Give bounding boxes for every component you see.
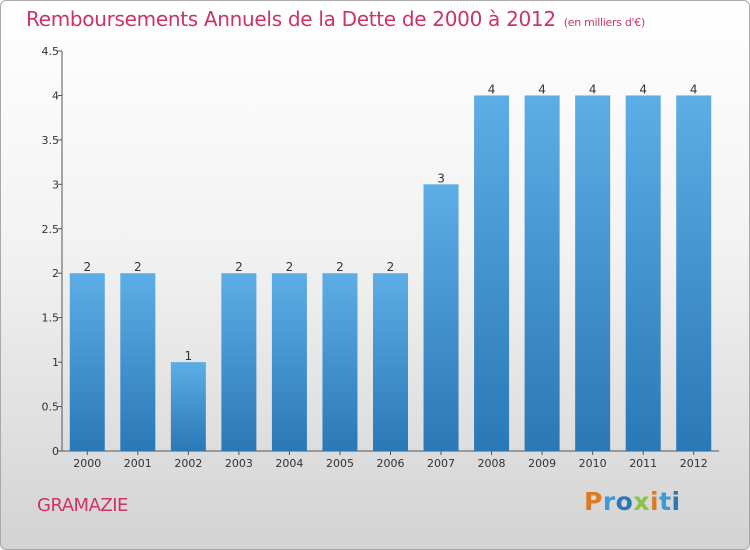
data-label: 2 [83, 260, 91, 274]
bar [69, 273, 105, 451]
chart-title: Remboursements Annuels de la Dette de 20… [26, 7, 645, 31]
data-label: 2 [387, 260, 395, 274]
x-tick-label: 2004 [275, 457, 303, 470]
brand-letter: r [602, 487, 616, 516]
x-tick-label: 2005 [326, 457, 354, 470]
y-tick-label: 4 [52, 89, 59, 102]
bar [423, 184, 459, 452]
data-label: 3 [437, 171, 445, 185]
data-label: 2 [286, 260, 294, 274]
bar [474, 95, 510, 451]
bar [322, 273, 358, 451]
x-tick-label: 2008 [478, 457, 506, 470]
x-tick-label: 2000 [73, 457, 101, 470]
chart-subtitle: (en milliers d'€) [563, 16, 645, 29]
y-tick-label: 2 [52, 267, 59, 280]
bar [120, 273, 156, 451]
brand-letter: t [659, 487, 672, 516]
x-tick-label: 2002 [174, 457, 202, 470]
x-tick-label: 2001 [124, 457, 152, 470]
brand-letter: x [633, 487, 650, 516]
data-label: 4 [639, 82, 647, 96]
bar [625, 95, 661, 451]
data-label: 2 [235, 260, 243, 274]
brand-letter: P [584, 487, 603, 516]
title-text: Remboursements Annuels de la Dette de 20… [26, 7, 556, 31]
data-label: 2 [134, 260, 142, 274]
y-tick-label: 1 [52, 356, 59, 369]
bar [271, 273, 307, 451]
bar [524, 95, 560, 451]
bar [373, 273, 408, 451]
y-tick-label: 2.5 [42, 223, 60, 236]
data-label: 2 [336, 260, 344, 274]
bar [170, 362, 206, 451]
brand-letter: i [671, 487, 681, 516]
y-tick-label: 4.5 [42, 45, 60, 58]
brand-letter: i [650, 487, 660, 516]
data-label: 4 [589, 82, 597, 96]
data-label: 4 [538, 82, 546, 96]
y-tick-label: 3 [52, 178, 59, 191]
x-tick-label: 2010 [579, 457, 607, 470]
x-tick-label: 2003 [225, 457, 253, 470]
y-tick-label: 3.5 [42, 134, 60, 147]
x-tick-label: 2006 [377, 457, 405, 470]
place-name: GRAMAZIE [37, 495, 128, 516]
brand-logo: Proxiti [584, 487, 681, 516]
data-label: 1 [185, 349, 193, 363]
x-tick-label: 2011 [629, 457, 657, 470]
y-tick-label: 0.5 [42, 401, 60, 414]
data-label: 4 [488, 82, 496, 96]
x-tick-label: 2012 [680, 457, 708, 470]
x-tick-label: 2007 [427, 457, 455, 470]
y-tick-label: 1.5 [42, 312, 60, 325]
bar [676, 95, 712, 451]
x-tick-label: 2009 [528, 457, 556, 470]
bar [575, 95, 611, 451]
data-label: 4 [690, 82, 698, 96]
brand-letter: o [615, 487, 634, 516]
y-tick-label: 0 [52, 445, 59, 458]
bar [221, 273, 257, 451]
